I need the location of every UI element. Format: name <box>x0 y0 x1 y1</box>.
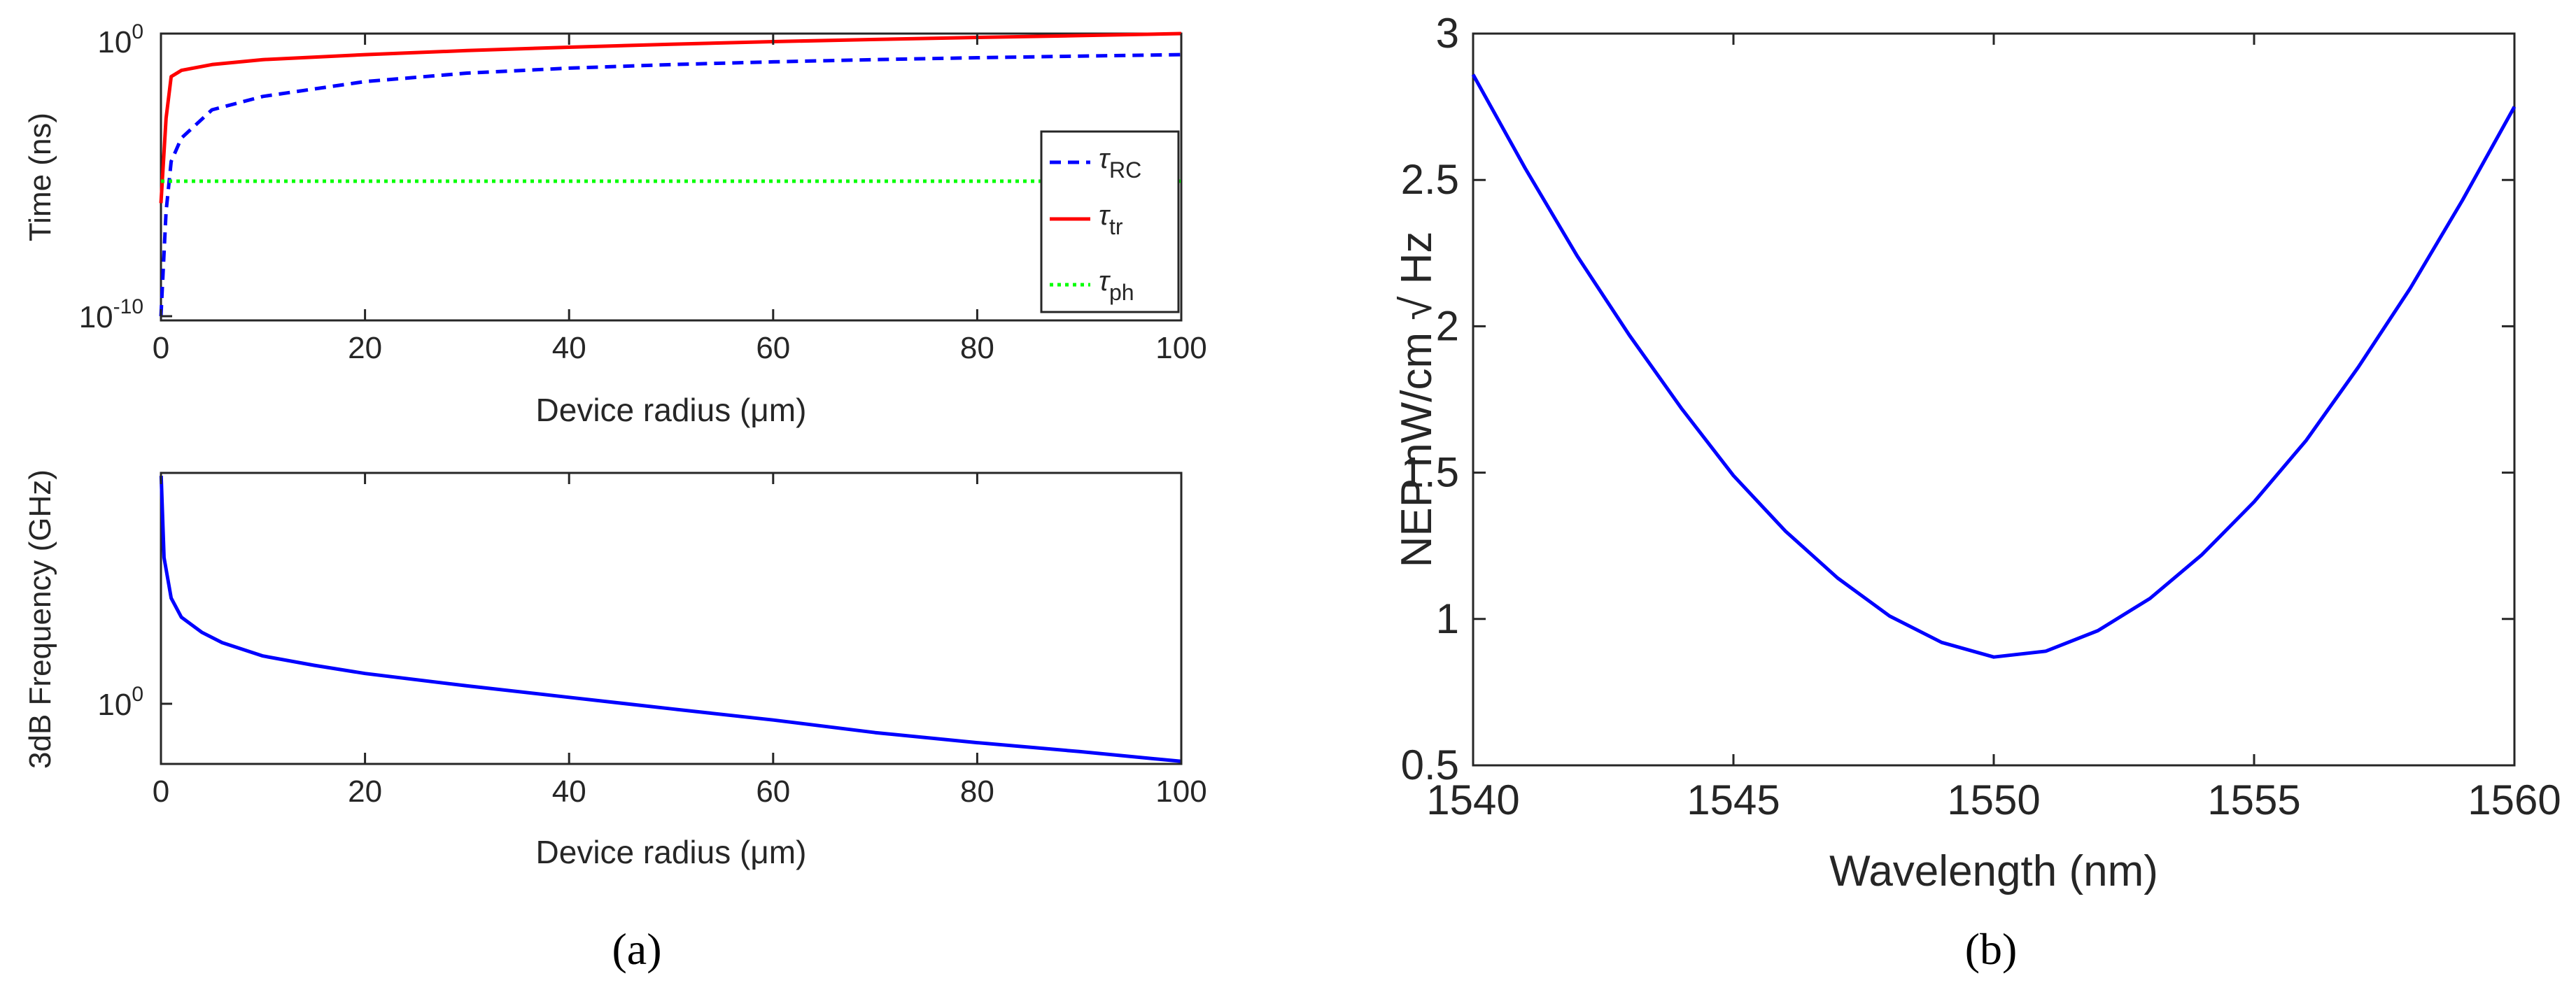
x-tick-label: 1540 <box>1426 777 1519 823</box>
y-tick-label: 2 <box>1436 302 1459 349</box>
panel-a-bottom-x-ticks: 0 20 40 60 80 100 <box>153 473 1207 809</box>
x-tick-label: 20 <box>348 331 382 365</box>
panel-b-axes-box <box>1472 32 2516 767</box>
y-tick-label: 1.5 <box>1401 449 1459 496</box>
y-tick-label: 0.5 <box>1401 742 1459 788</box>
x-tick-label: 20 <box>348 774 382 809</box>
y-tick-label: 1 <box>1436 595 1459 642</box>
panel-b-series-group <box>1471 73 2517 659</box>
x-tick-label: 80 <box>960 774 994 809</box>
x-tick-label: 0 <box>153 331 169 365</box>
legend-item-tau-rc: τRC <box>1050 143 1141 183</box>
panel-b-x-axis-label: Wavelength (nm) <box>1829 847 2158 895</box>
series-line-0 <box>159 476 1182 763</box>
x-tick-label: 1550 <box>1947 777 2040 823</box>
y-tick-label-top: 100 <box>97 20 143 59</box>
panel-a-top-series-group <box>159 31 1182 317</box>
panel-a-bottom-x-axis-label: Device radius (μm) <box>536 834 807 870</box>
panel-b-x-ticks: 1540 1545 1550 1555 1560 <box>1426 34 2561 823</box>
y-tick-label: 2.5 <box>1401 156 1459 203</box>
legend-label-tau-rc: τRC <box>1099 143 1141 183</box>
x-tick-label: 1555 <box>2207 777 2300 823</box>
series-line-0 <box>1471 73 2517 659</box>
panel-a-top-y-axis-label: Time (ns) <box>23 113 57 241</box>
panel-a-top-x-ticks: 0 20 40 60 80 100 <box>153 34 1207 365</box>
y-tick-label: 100 <box>97 683 143 722</box>
legend-item-tau-ph: τph <box>1050 266 1134 305</box>
y-tick-label: 3 <box>1436 10 1459 57</box>
panel-a-bottom-chart: 0 20 40 60 80 100 100 3dB Frequency (GHz) Dev… <box>23 469 1207 870</box>
x-tick-label: 1545 <box>1687 777 1780 823</box>
x-tick-label: 60 <box>756 331 790 365</box>
caption-b: (b) <box>1965 924 2018 974</box>
x-tick-label: 100 <box>1155 774 1206 809</box>
x-tick-label: 40 <box>552 774 586 809</box>
legend-box <box>1040 130 1180 313</box>
panel-a-top-x-axis-label: Device radius (μm) <box>536 392 807 428</box>
series-line-0 <box>159 52 1182 317</box>
panel-a-bottom-y-ticks: 100 <box>97 683 172 722</box>
caption-a: (a) <box>612 924 661 974</box>
legend-label-tau-ph: τph <box>1099 266 1134 305</box>
panel-a-bottom-y-axis-label: 3dB Frequency (GHz) <box>23 469 57 769</box>
x-tick-label: 80 <box>960 331 994 365</box>
legend: τRC τtr τph <box>1040 130 1180 313</box>
panel-a-bottom-axes-box <box>160 472 1183 765</box>
x-tick-label: 1560 <box>2468 777 2561 823</box>
panel-b-chart: 1540 1545 1550 1555 1560 0.5 1 1.5 2 2.5 3 NEP nW… <box>1393 10 2561 895</box>
y-tick-label-bottom: 10-10 <box>79 295 143 334</box>
x-tick-label: 40 <box>552 331 586 365</box>
panel-a-top-y-ticks: 100 10-10 <box>79 20 172 334</box>
panel-a-top-chart: 0 20 40 60 80 100 100 10-10 Time (ns) Device … <box>23 20 1207 428</box>
legend-item-tau-tr: τtr <box>1050 200 1123 239</box>
panel-b-y-ticks: 0.5 1 1.5 2 2.5 3 <box>1401 10 2514 788</box>
panel-b-y-axis-label: NEP nW/cm √ Hz <box>1393 232 1441 568</box>
x-tick-label: 60 <box>756 774 790 809</box>
panel-a-top-axes-box <box>160 32 1183 322</box>
series-line-1 <box>159 31 1182 204</box>
panel-a-bottom-series-group <box>159 476 1182 763</box>
legend-label-tau-tr: τtr <box>1099 200 1123 239</box>
x-tick-label: 0 <box>153 774 169 809</box>
x-tick-label: 100 <box>1155 331 1206 365</box>
